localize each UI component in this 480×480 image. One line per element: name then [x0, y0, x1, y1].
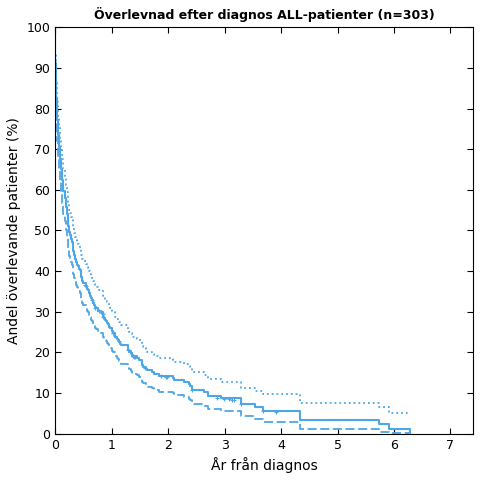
Y-axis label: Andel överlevande patienter (%): Andel överlevande patienter (%): [7, 117, 21, 344]
Title: Överlevnad efter diagnos ALL-patienter (n=303): Överlevnad efter diagnos ALL-patienter (…: [94, 7, 434, 22]
X-axis label: År från diagnos: År från diagnos: [211, 457, 318, 473]
